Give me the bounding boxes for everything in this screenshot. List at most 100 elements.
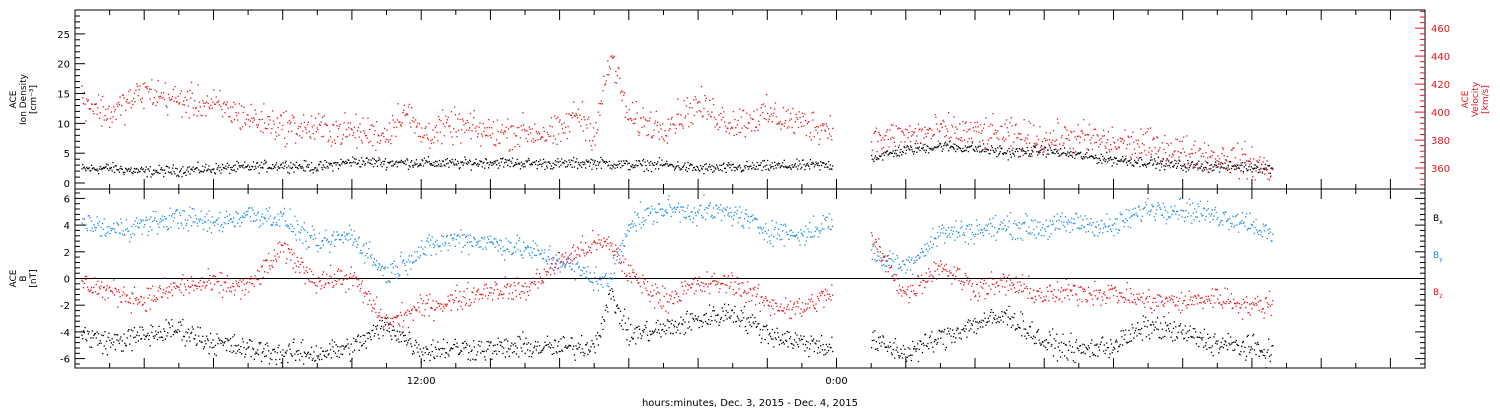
magnetic-field-series-0-point (374, 332, 376, 335)
magnetic-field-series-0-point (1140, 333, 1142, 335)
plasma-series-1-point (515, 135, 518, 137)
magnetic-field-series-1-point (299, 239, 301, 241)
magnetic-field-series-0-point (194, 334, 197, 336)
plasma-series-1-point (238, 103, 240, 105)
plasma-series-0-point (924, 143, 926, 146)
plasma-series-1-point (389, 139, 391, 141)
plasma-series-0-point (1226, 167, 1228, 169)
plasma-series-0-point (1048, 145, 1051, 147)
magnetic-field-series-0-point (399, 334, 402, 336)
magnetic-field-series-1-point (411, 262, 414, 264)
plasma-series-0-point (740, 171, 742, 173)
magnetic-field-series-0-point (1021, 313, 1024, 315)
plasma-series-1-point (378, 135, 380, 137)
magnetic-field-series-0-point (992, 311, 994, 314)
magnetic-field-series-1-point (531, 251, 533, 254)
plasma-series-0-point (610, 164, 612, 166)
plasma-series-1-point (1270, 175, 1272, 177)
plasma-series-0-point (1018, 148, 1020, 150)
plasma-series-1-point (820, 129, 823, 131)
plasma-series-1-point (814, 126, 816, 129)
magnetic-field-series-1-point (269, 215, 271, 217)
magnetic-field-series-0-point (282, 349, 284, 351)
magnetic-field-series-1-point (366, 253, 368, 255)
magnetic-field-series-0-point (958, 332, 960, 335)
magnetic-field-series-1-point (465, 235, 468, 237)
magnetic-field-series-0-point (450, 347, 452, 349)
plasma-series-1-point (1166, 142, 1168, 145)
magnetic-field-series-1-point (359, 252, 361, 254)
magnetic-field-series-0-point (1237, 344, 1239, 347)
plasma-series-1-point (1225, 168, 1227, 170)
plasma-series-1-point (821, 123, 823, 125)
plasma-series-1-point (174, 85, 176, 88)
plasma-series-1-point (1033, 142, 1036, 145)
plasma-series-0-point (375, 160, 377, 162)
magnetic-field-series-0-point (1107, 346, 1109, 349)
magnetic-field-series-0-point (1109, 353, 1111, 355)
magnetic-field-series-1-point (137, 226, 139, 228)
plasma-series-0-point (773, 168, 775, 170)
plasma-series-0-point (1025, 151, 1027, 153)
magnetic-field-series-0-point (785, 340, 788, 342)
plasma-series-0-point (1133, 159, 1136, 162)
plasma-series-1-point (914, 128, 916, 130)
plasma-series-0-point (154, 169, 156, 171)
magnetic-field-series-0-point (933, 340, 935, 343)
magnetic-field-series-0-point (797, 346, 800, 348)
magnetic-field-series-1-point (530, 257, 533, 259)
magnetic-field-series-0-point (480, 352, 482, 354)
plasma-series-1-point (423, 134, 425, 136)
magnetic-field-series-1-point (533, 248, 535, 250)
magnetic-field-series-0-point (1028, 334, 1030, 337)
plasma-series-0-point (921, 147, 923, 149)
plasma-series-1-point (1132, 131, 1134, 133)
plasma-series-0-point (1045, 156, 1047, 158)
plasma-series-1-point (127, 102, 129, 104)
plasma-series-1-point (815, 129, 817, 131)
magnetic-field-series-0-point (315, 345, 317, 347)
plasma-series-0-point (925, 149, 927, 151)
plasma-series-1-point (578, 121, 580, 123)
magnetic-field-series-0-point (1212, 355, 1214, 357)
plasma-series-0-point (462, 164, 464, 166)
magnetic-field-series-0-point (1144, 325, 1146, 327)
magnetic-field-series-0-point (232, 336, 234, 338)
plasma-series-0-point (1103, 157, 1105, 160)
plasma-series-0-point (1243, 166, 1245, 168)
magnetic-field-series-0-point (152, 326, 154, 328)
magnetic-field-series-0-point (183, 335, 185, 337)
plasma-series-1-point (1130, 135, 1132, 138)
magnetic-field-series-0-point (278, 344, 280, 346)
plasma-series-1-point (1217, 155, 1219, 157)
plasma-series-1-point (1019, 138, 1021, 141)
magnetic-field-series-0-point (1159, 337, 1161, 339)
plasma-series-0-point (277, 166, 279, 168)
magnetic-field-series-0-point (882, 336, 885, 338)
magnetic-field-series-0-point (373, 335, 375, 337)
plasma-series-1-point (561, 127, 564, 130)
magnetic-field-series-1-point (376, 260, 378, 262)
plasma-series-0-point (528, 159, 530, 161)
magnetic-field-series-0-point (1120, 330, 1122, 332)
plasma-series-1-point (1051, 143, 1053, 145)
plasma-series-0-point (275, 162, 278, 164)
plasma-series-1-point (290, 121, 292, 123)
magnetic-field-series-0-point (532, 351, 534, 353)
plasma-series-1-point (785, 110, 788, 113)
plasma-series-0-point (218, 165, 220, 167)
magnetic-field-series-0-point (750, 316, 752, 319)
plasma-series-1-point (721, 107, 723, 109)
plasma-series-1-point (104, 115, 106, 117)
plasma-series-1-point (758, 124, 761, 126)
plasma-series-1-point (963, 139, 966, 141)
plasma-series-0-point (926, 145, 928, 147)
plasma-series-0-point (608, 160, 611, 163)
plasma-series-0-point (699, 170, 701, 172)
plasma-series-1-point (105, 108, 107, 111)
magnetic-field-series-0-point (817, 347, 819, 349)
plasma-series-0-point (735, 167, 738, 169)
plasma-series-0-point (260, 161, 263, 164)
magnetic-field-series-0-point (774, 331, 776, 334)
plasma-series-1-point (684, 117, 686, 119)
